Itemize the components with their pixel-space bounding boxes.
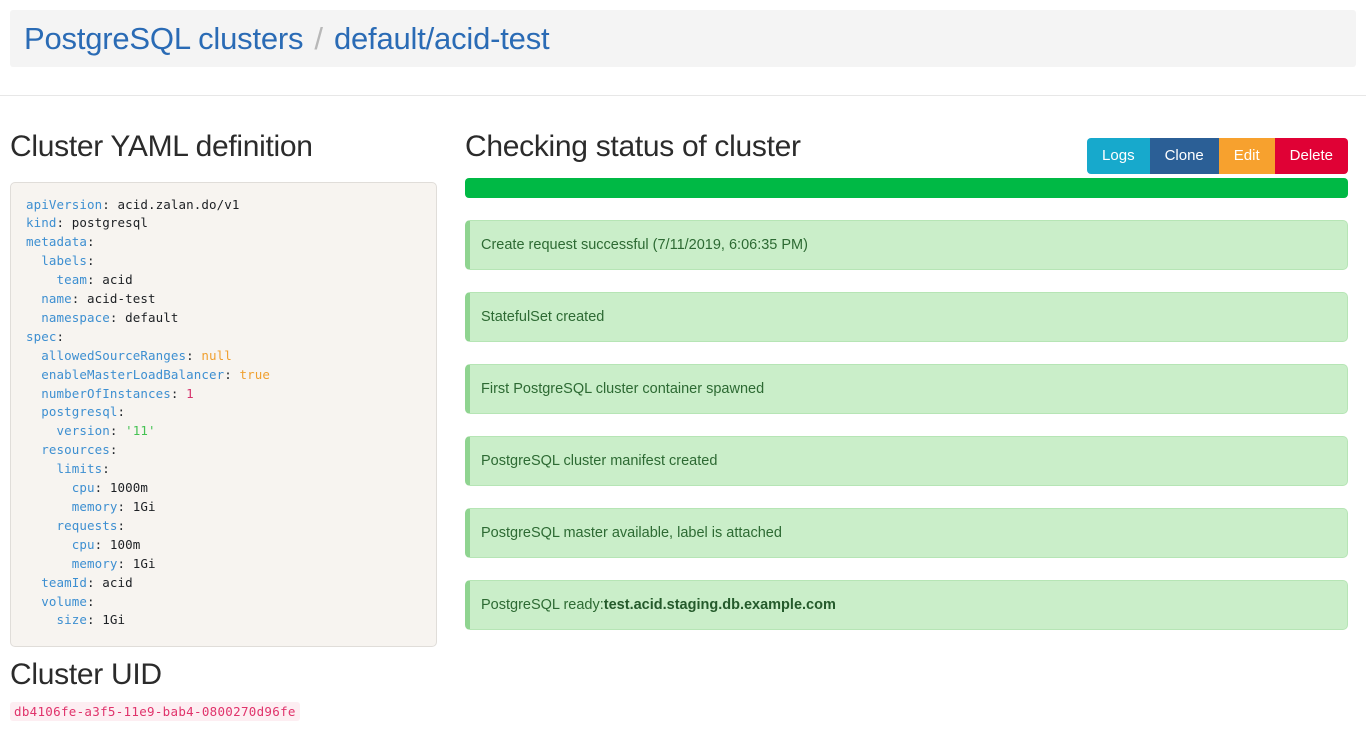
header-divider bbox=[0, 95, 1366, 96]
status-alert: PostgreSQL ready: test.acid.staging.db.e… bbox=[465, 580, 1348, 630]
status-alert-text: PostgreSQL cluster manifest created bbox=[481, 453, 718, 469]
status-alert: PostgreSQL cluster manifest created bbox=[465, 436, 1348, 486]
breadcrumb-current-cluster[interactable]: default/acid-test bbox=[333, 21, 550, 56]
status-alert: StatefulSet created bbox=[465, 292, 1348, 342]
yaml-code: apiVersion: acid.zalan.do/v1 kind: postg… bbox=[26, 196, 271, 628]
status-alert-text: Create request successful (7/11/2019, 6:… bbox=[481, 237, 808, 253]
status-alert-hostname: test.acid.staging.db.example.com bbox=[603, 597, 836, 613]
status-alert: PostgreSQL master available, label is at… bbox=[465, 508, 1348, 558]
cluster-uid-heading: Cluster UID bbox=[10, 658, 162, 691]
breadcrumb-link-clusters[interactable]: PostgreSQL clusters bbox=[24, 21, 304, 56]
status-alert: Create request successful (7/11/2019, 6:… bbox=[465, 220, 1348, 270]
status-column: Checking status of cluster Logs Clone Edit… bbox=[465, 128, 1348, 630]
status-alert-text: PostgreSQL master available, label is at… bbox=[481, 525, 782, 541]
edit-button[interactable]: Edit bbox=[1218, 138, 1275, 174]
status-heading: Checking status of cluster bbox=[465, 130, 801, 163]
yaml-definition-box: apiVersion: acid.zalan.do/v1 kind: postg… bbox=[10, 181, 437, 648]
status-alert: First PostgreSQL cluster container spawn… bbox=[465, 364, 1348, 414]
logs-button[interactable]: Logs bbox=[1087, 138, 1150, 174]
breadcrumb: PostgreSQL clusters / default/acid-test bbox=[10, 10, 1356, 67]
status-alert-text: PostgreSQL ready: bbox=[481, 597, 604, 613]
clone-button[interactable]: Clone bbox=[1149, 138, 1219, 174]
status-progress-bar bbox=[465, 178, 1348, 198]
status-header: Checking status of cluster Logs Clone Edit… bbox=[465, 128, 1348, 174]
delete-button[interactable]: Delete bbox=[1274, 138, 1348, 174]
status-alert-list: Create request successful (7/11/2019, 6:… bbox=[465, 220, 1348, 630]
breadcrumb-separator: / bbox=[314, 21, 323, 56]
status-alert-text: StatefulSet created bbox=[481, 309, 605, 325]
yaml-column: Cluster YAML definition apiVersion: acid… bbox=[10, 128, 446, 648]
cluster-uid-value: db4106fe-a3f5-11e9-bab4-0800270d96fe bbox=[10, 701, 300, 721]
cluster-action-button-group: Logs Clone Edit Delete bbox=[1087, 138, 1348, 174]
status-alert-text: First PostgreSQL cluster container spawn… bbox=[481, 381, 765, 397]
cluster-uid-section: Cluster UID db4106fe-a3f5-11e9-bab4-0800… bbox=[10, 656, 510, 721]
yaml-heading: Cluster YAML definition bbox=[10, 130, 313, 163]
